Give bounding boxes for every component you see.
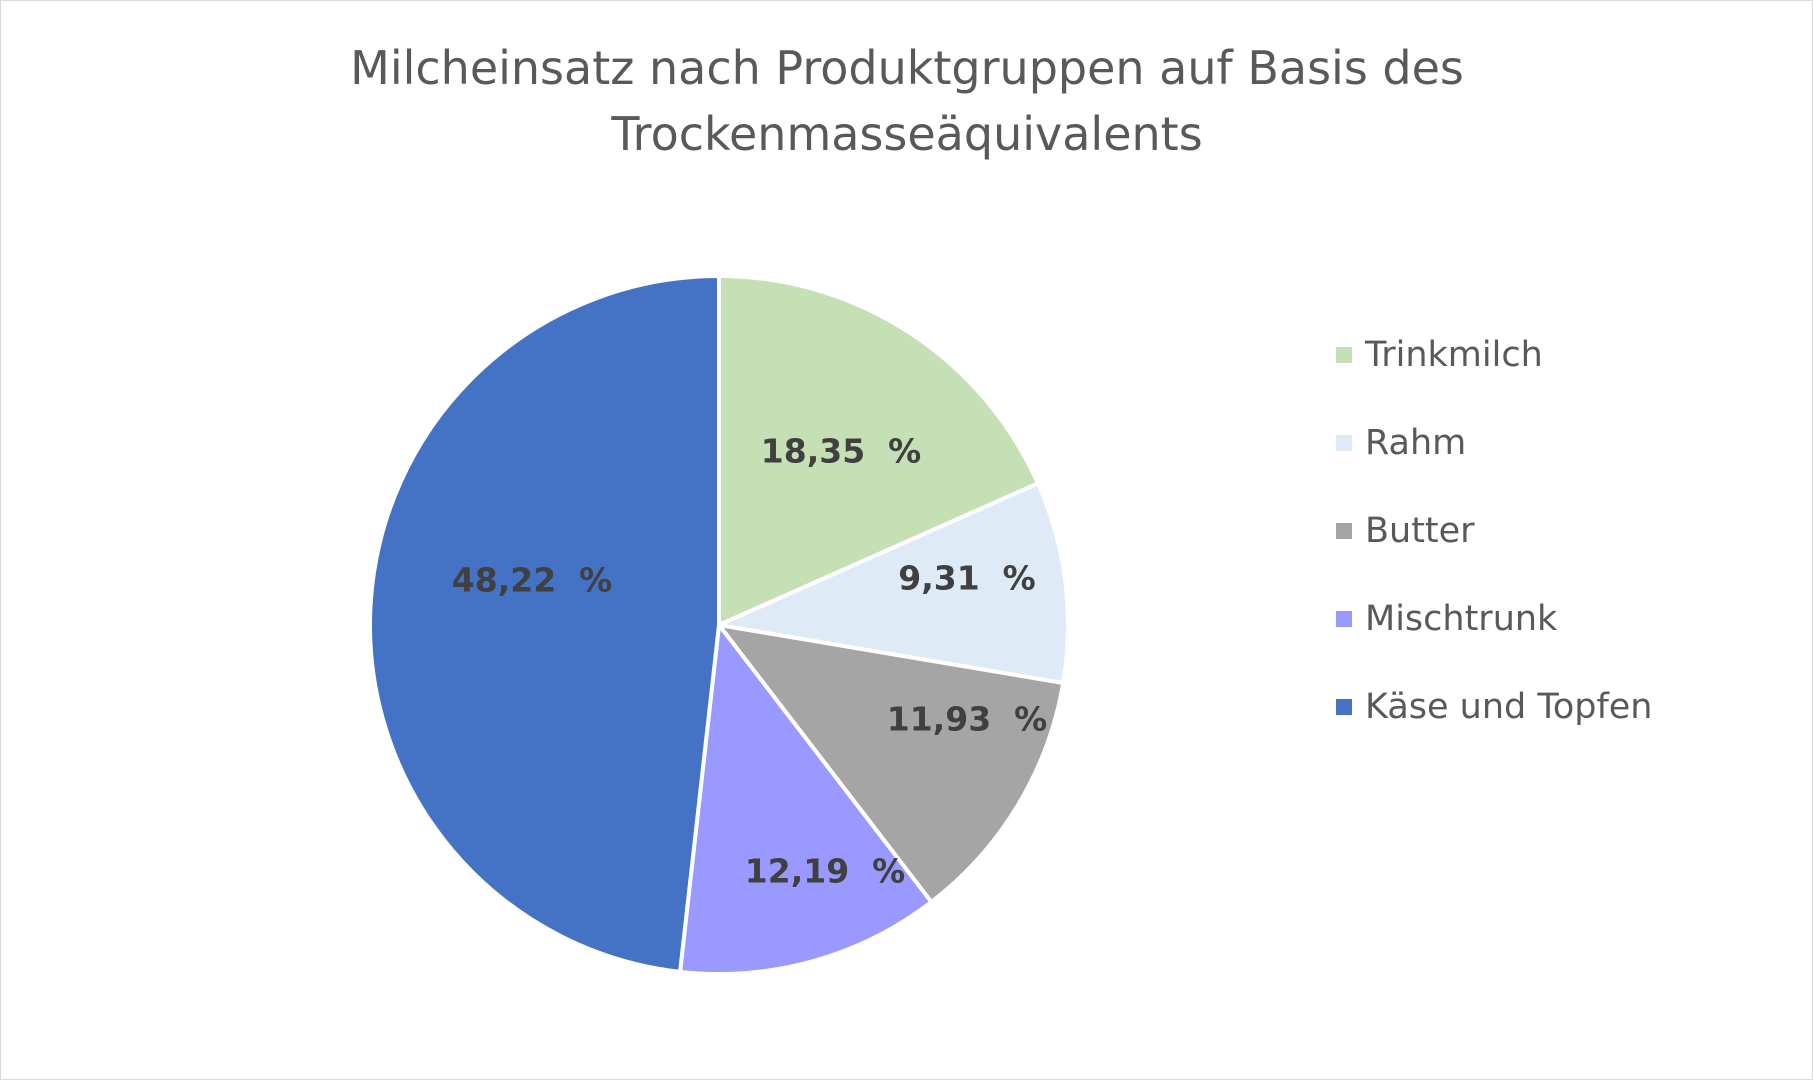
legend-label: Mischtrunk — [1365, 599, 1558, 639]
legend-swatch — [1336, 435, 1352, 451]
legend-item: Trinkmilch — [1336, 311, 1653, 399]
pie-slice-rahm — [717, 481, 1071, 686]
chart-title: Milcheinsatz nach Produktgruppen auf Bas… — [257, 35, 1557, 167]
legend-label: Rahm — [1365, 423, 1467, 463]
legend-swatch — [1336, 611, 1352, 627]
legend-item: Rahm — [1336, 399, 1653, 487]
pie-slice-käse-und-topfen — [368, 274, 721, 974]
pie-slice-mischtrunk — [678, 623, 934, 976]
data-label-1: 18,35 % — [761, 432, 921, 471]
legend-swatch — [1336, 347, 1352, 363]
legend-label: Butter — [1365, 511, 1475, 551]
legend-item: Butter — [1336, 487, 1653, 575]
data-label-4: 12,19 % — [745, 852, 905, 891]
pie-data-labels: 18,35 % 9,31 % 11,93 % 12,19 % 48,22 % — [452, 432, 1047, 891]
chart-title-line-2: Trockenmasseäquivalents — [611, 107, 1203, 161]
pie-slice-butter — [717, 623, 1066, 904]
data-label-3: 11,93 % — [887, 700, 1047, 739]
legend-label: Trinkmilch — [1365, 335, 1543, 375]
chart-legend: Trinkmilch Rahm Butter Mischtrunk Käse und T… — [1336, 311, 1653, 751]
chart-title-line-1: Milcheinsatz nach Produktgruppen auf Bas… — [350, 41, 1464, 95]
pie-slices — [368, 274, 1071, 976]
legend-label: Käse und Topfen — [1365, 687, 1653, 727]
data-label-2: 9,31 % — [898, 559, 1035, 598]
legend-item: Käse und Topfen — [1336, 663, 1653, 751]
data-label-5: 48,22 % — [452, 561, 612, 600]
pie-slice-trinkmilch — [717, 274, 1040, 627]
legend-swatch — [1336, 699, 1352, 715]
legend-item: Mischtrunk — [1336, 575, 1653, 663]
legend-swatch — [1336, 523, 1352, 539]
